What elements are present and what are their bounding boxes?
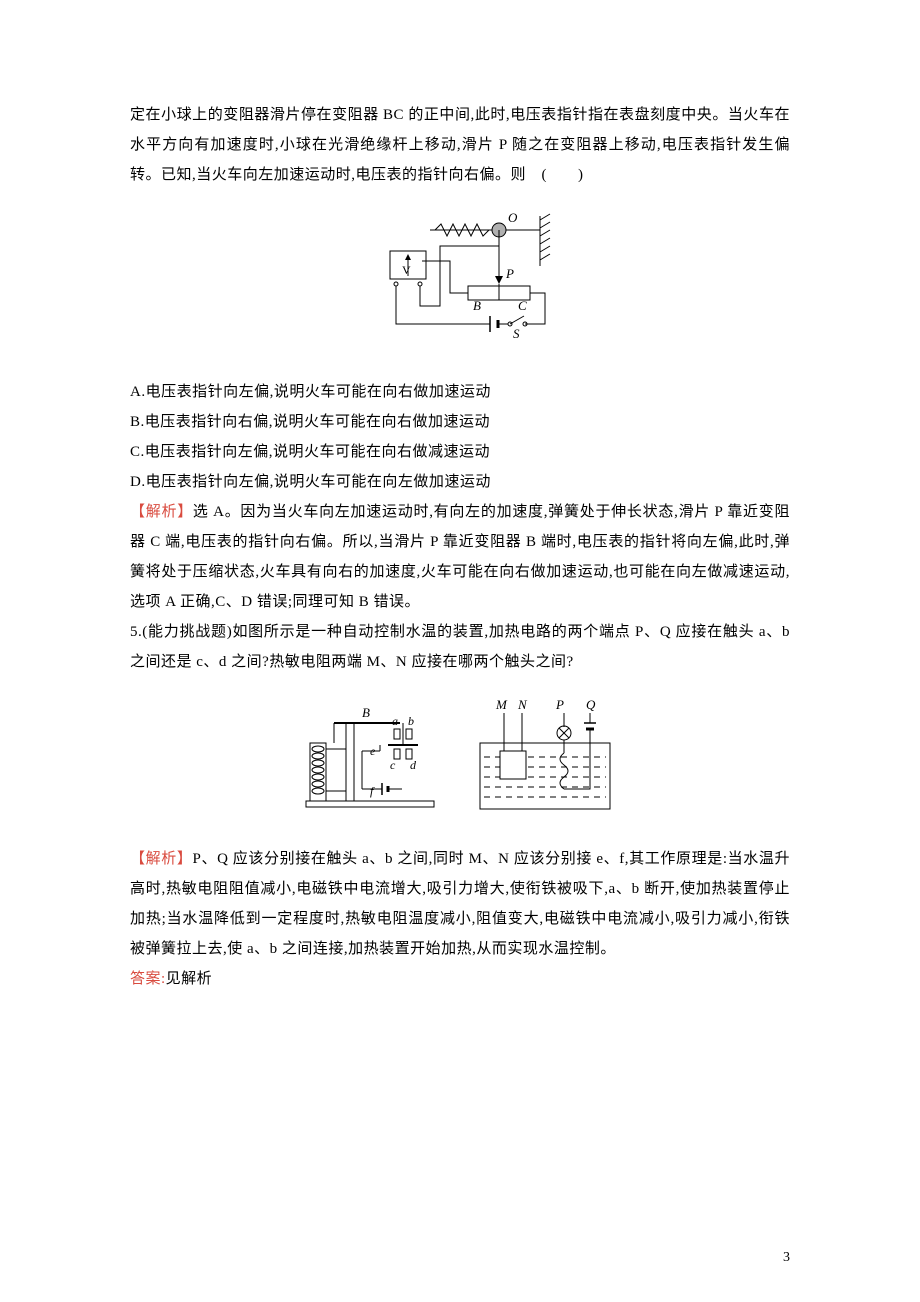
analysis-2-label: 【解析】 <box>130 851 192 867</box>
label-B2: B <box>362 705 370 720</box>
label-P2: P <box>555 697 564 712</box>
label-b: b <box>408 714 414 728</box>
label-C: C <box>518 298 527 313</box>
answer-body: 见解析 <box>166 971 213 987</box>
figure-2: B a b c d e f <box>130 693 790 828</box>
answer-label: 答案: <box>130 971 166 987</box>
circuit-diagram-1: O P B C V <box>350 206 570 356</box>
analysis-2: 【解析】P、Q 应该分别接在触头 a、b 之间,同时 M、N 应该分别接 e、f… <box>130 844 790 964</box>
circuit-diagram-2: B a b c d e f <box>290 693 630 823</box>
option-A: A.电压表指针向左偏,说明火车可能在向右做加速运动 <box>130 377 790 407</box>
label-O: O <box>508 210 518 225</box>
label-f: f <box>370 784 375 798</box>
figure-1: O P B C V <box>130 206 790 361</box>
option-C: C.电压表指针向左偏,说明火车可能在向右做减速运动 <box>130 437 790 467</box>
label-P: P <box>505 266 514 281</box>
question-5: 5.(能力挑战题)如图所示是一种自动控制水温的装置,加热电路的两个端点 P、Q … <box>130 617 790 677</box>
label-c: c <box>390 758 396 772</box>
label-N: N <box>517 697 528 712</box>
label-M: M <box>495 697 508 712</box>
option-D: D.电压表指针向左偏,说明火车可能在向左做加速运动 <box>130 467 790 497</box>
page-number: 3 <box>783 1250 790 1266</box>
option-B: B.电压表指针向右偏,说明火车可能在向右做加速运动 <box>130 407 790 437</box>
analysis-1: 【解析】选 A。因为当火车向左加速运动时,有向左的加速度,弹簧处于伸长状态,滑片… <box>130 497 790 617</box>
analysis-2-body: P、Q 应该分别接在触头 a、b 之间,同时 M、N 应该分别接 e、f,其工作… <box>130 851 790 957</box>
intro-paragraph: 定在小球上的变阻器滑片停在变阻器 BC 的正中间,此时,电压表指针指在表盘刻度中… <box>130 100 790 190</box>
label-V: V <box>402 263 411 277</box>
label-d: d <box>410 758 417 772</box>
label-Q: Q <box>586 697 596 712</box>
analysis-1-label: 【解析】 <box>130 504 193 520</box>
analysis-1-body: 选 A。因为当火车向左加速运动时,有向左的加速度,弹簧处于伸长状态,滑片 P 靠… <box>130 504 790 610</box>
label-a: a <box>392 714 398 728</box>
page: 定在小球上的变阻器滑片停在变阻器 BC 的正中间,此时,电压表指针指在表盘刻度中… <box>0 0 920 1302</box>
answer-line: 答案:见解析 <box>130 964 790 994</box>
label-S: S <box>513 326 520 341</box>
label-B: B <box>473 298 481 313</box>
